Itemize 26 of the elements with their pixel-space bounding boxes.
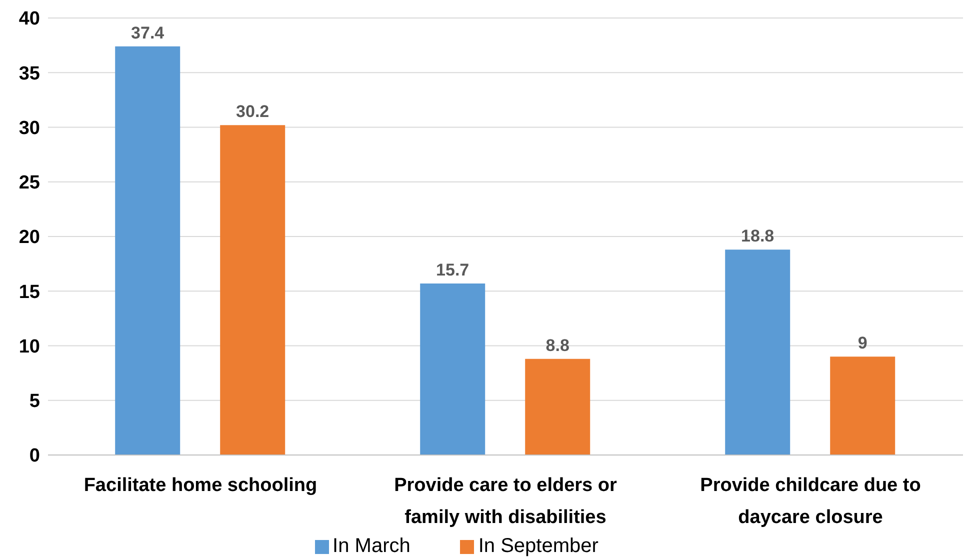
y-tick-label: 15 <box>18 282 40 303</box>
y-tick-label: 40 <box>18 8 40 30</box>
bar <box>115 46 180 455</box>
data-label: 15.7 <box>436 260 470 280</box>
bar <box>525 358 590 455</box>
data-label: 9 <box>858 334 868 353</box>
y-tick-label: 25 <box>18 172 40 194</box>
x-tick-label: Provide childcare due to daycare closure <box>700 475 921 528</box>
y-tick-label: 5 <box>29 391 40 412</box>
data-label: 8.8 <box>546 336 570 355</box>
y-tick-label: 30 <box>18 118 40 139</box>
y-tick-label: 20 <box>18 227 40 248</box>
bar <box>420 283 486 455</box>
bar <box>725 250 790 455</box>
x-tick-label: Provide care to elders or family with disabilities <box>394 475 618 528</box>
data-label: 30.2 <box>236 102 270 122</box>
x-tick-label: Facilitate home schooling <box>84 475 318 496</box>
legend-label: In September <box>478 535 598 557</box>
y-tick-label: 0 <box>29 446 40 467</box>
legend-label: In March <box>332 535 410 557</box>
data-label: 18.8 <box>741 226 774 246</box>
y-tick-label: 35 <box>18 63 40 84</box>
data-label: 37.4 <box>131 23 165 42</box>
bar <box>220 125 286 455</box>
bar <box>830 356 896 455</box>
y-tick-label: 10 <box>18 336 40 358</box>
